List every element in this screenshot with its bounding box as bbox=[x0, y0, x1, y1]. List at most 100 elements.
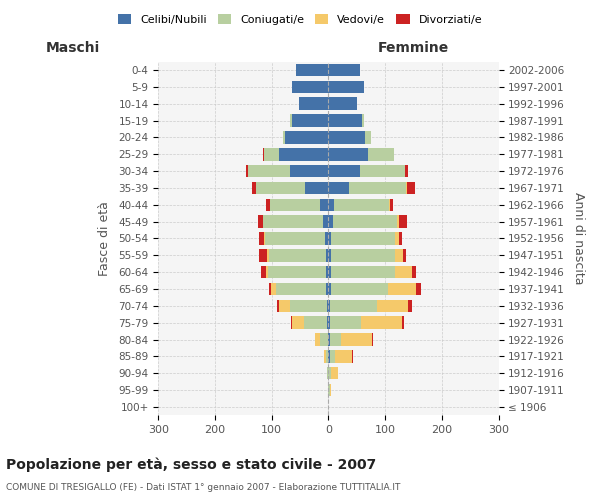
Bar bbox=[412, 266, 416, 278]
Bar bbox=[407, 182, 415, 194]
Bar bbox=[328, 232, 331, 245]
Bar bbox=[372, 333, 373, 346]
Bar bbox=[290, 165, 328, 177]
Bar bbox=[389, 198, 390, 211]
Bar bbox=[328, 249, 331, 262]
Bar bbox=[269, 249, 326, 262]
Bar bbox=[352, 350, 353, 362]
Bar bbox=[328, 282, 331, 296]
Bar bbox=[406, 182, 407, 194]
Bar bbox=[395, 266, 412, 278]
Bar bbox=[377, 300, 408, 312]
Bar bbox=[399, 216, 407, 228]
Bar bbox=[328, 198, 334, 211]
Bar bbox=[328, 384, 329, 396]
Y-axis label: Fasce di età: Fasce di età bbox=[98, 201, 112, 276]
Legend: Celibi/Nubili, Coniugati/e, Vedovi/e, Divorziati/e: Celibi/Nubili, Coniugati/e, Vedovi/e, Di… bbox=[115, 10, 485, 28]
Bar bbox=[266, 198, 270, 211]
Bar bbox=[328, 216, 333, 228]
Bar bbox=[286, 131, 328, 144]
Bar bbox=[305, 182, 328, 194]
Bar bbox=[266, 266, 268, 278]
Bar bbox=[331, 266, 395, 278]
Bar bbox=[328, 131, 365, 144]
Bar bbox=[277, 282, 326, 296]
Bar bbox=[403, 249, 406, 262]
Bar bbox=[331, 232, 395, 245]
Bar bbox=[335, 350, 352, 362]
Bar bbox=[256, 182, 305, 194]
Bar bbox=[329, 333, 341, 346]
Bar bbox=[390, 198, 392, 211]
Bar bbox=[292, 114, 328, 127]
Bar bbox=[361, 316, 402, 329]
Bar bbox=[329, 350, 335, 362]
Bar bbox=[330, 300, 377, 312]
Bar bbox=[405, 165, 408, 177]
Bar bbox=[263, 216, 323, 228]
Bar bbox=[402, 316, 404, 329]
Bar bbox=[290, 114, 292, 127]
Bar bbox=[248, 165, 290, 177]
Bar bbox=[328, 333, 329, 346]
Bar bbox=[265, 148, 278, 160]
Bar bbox=[292, 316, 304, 329]
Bar bbox=[331, 249, 395, 262]
Bar bbox=[408, 300, 412, 312]
Bar bbox=[349, 182, 406, 194]
Bar bbox=[328, 98, 357, 110]
Bar bbox=[331, 367, 338, 380]
Bar bbox=[320, 333, 328, 346]
Bar bbox=[316, 333, 320, 346]
Bar bbox=[328, 148, 368, 160]
Bar bbox=[326, 282, 328, 296]
Bar bbox=[328, 64, 360, 76]
Bar bbox=[296, 64, 328, 76]
Bar bbox=[252, 182, 256, 194]
Bar bbox=[365, 131, 371, 144]
Bar bbox=[299, 98, 328, 110]
Bar bbox=[278, 148, 328, 160]
Bar bbox=[329, 384, 331, 396]
Bar bbox=[395, 249, 403, 262]
Bar bbox=[368, 148, 394, 160]
Bar bbox=[416, 282, 421, 296]
Bar bbox=[283, 131, 286, 144]
Bar bbox=[328, 350, 329, 362]
Bar bbox=[328, 182, 349, 194]
Bar bbox=[263, 148, 265, 160]
Bar bbox=[359, 165, 405, 177]
Text: COMUNE DI TRESIGALLO (FE) - Dati ISTAT 1° gennaio 2007 - Elaborazione TUTTITALIA: COMUNE DI TRESIGALLO (FE) - Dati ISTAT 1… bbox=[6, 482, 400, 492]
Bar bbox=[264, 232, 265, 245]
Bar bbox=[333, 216, 397, 228]
Bar bbox=[265, 232, 325, 245]
Bar bbox=[324, 350, 326, 362]
Bar bbox=[290, 300, 327, 312]
Bar bbox=[292, 80, 328, 94]
Bar bbox=[400, 232, 402, 245]
Bar bbox=[271, 282, 277, 296]
Bar bbox=[330, 316, 361, 329]
Text: Popolazione per età, sesso e stato civile - 2007: Popolazione per età, sesso e stato civil… bbox=[6, 458, 376, 472]
Bar bbox=[328, 266, 331, 278]
Bar bbox=[362, 114, 364, 127]
Bar bbox=[268, 266, 326, 278]
Bar bbox=[320, 198, 328, 211]
Bar bbox=[278, 300, 290, 312]
Bar bbox=[388, 282, 416, 296]
Bar bbox=[259, 232, 264, 245]
Bar bbox=[269, 282, 271, 296]
Bar bbox=[326, 350, 328, 362]
Bar bbox=[246, 165, 248, 177]
Bar bbox=[261, 266, 266, 278]
Bar bbox=[323, 216, 328, 228]
Bar bbox=[395, 232, 400, 245]
Bar bbox=[258, 216, 263, 228]
Bar bbox=[267, 249, 269, 262]
Bar bbox=[334, 198, 389, 211]
Bar bbox=[304, 316, 328, 329]
Bar bbox=[331, 282, 388, 296]
Y-axis label: Anni di nascita: Anni di nascita bbox=[572, 192, 585, 284]
Bar bbox=[277, 300, 278, 312]
Bar bbox=[328, 80, 364, 94]
